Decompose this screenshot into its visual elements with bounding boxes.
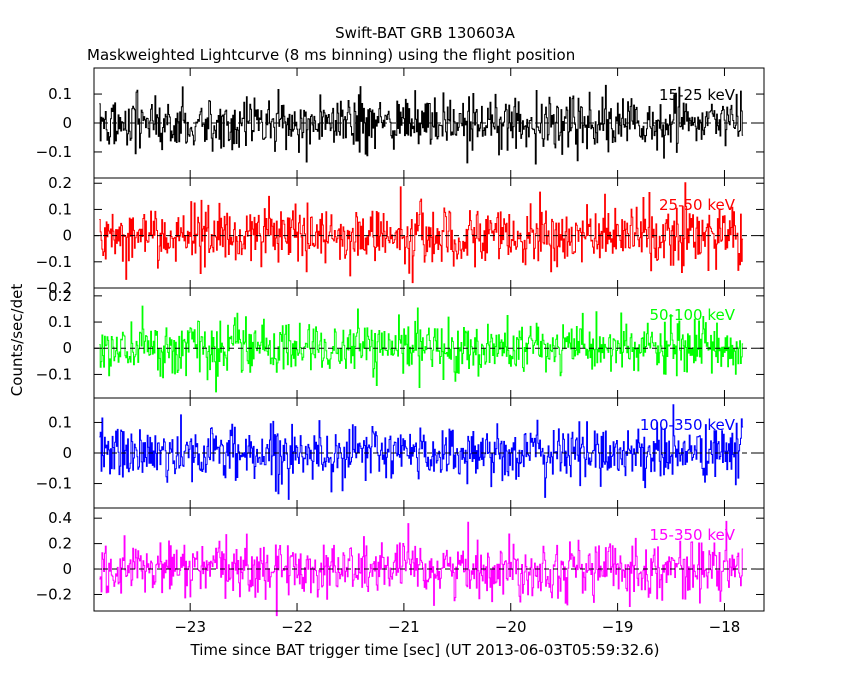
y-tick-label: 0.2: [48, 287, 72, 305]
lightcurve-series: [99, 520, 744, 617]
y-tick-label: −0.1: [36, 365, 72, 383]
x-tick-label: −23: [174, 618, 206, 636]
panel-15-25-keV: −0.1 0 0.1 15-25 keV: [36, 67, 765, 179]
x-tick-label: −21: [388, 618, 420, 636]
x-axis: −23 −22 −21 −20 −19 −18: [174, 618, 740, 636]
band-label: 15-25 keV: [659, 86, 736, 104]
panel-15-350-keV: −0.2 0 0.2 0.4 15-350 keV: [36, 507, 765, 617]
panel-frame: [93, 507, 765, 612]
y-tick-label: 0.1: [48, 313, 72, 331]
panels-group: −0.1 0 0.1 15-25 keV −0.2 −0.1 0 0.1 0.2 25-50 ke…: [36, 67, 765, 617]
y-tick-label: 0: [62, 444, 72, 462]
panel-frame: [93, 287, 765, 399]
x-tick-label: −19: [602, 618, 634, 636]
y-tick-label: −0.1: [36, 253, 72, 271]
band-label: 15-350 keV: [649, 526, 735, 544]
y-tick-label: −0.2: [36, 279, 72, 297]
y-tick-label: 0.1: [48, 200, 72, 218]
y-tick-label: 0.2: [48, 535, 72, 553]
y-tick-label: −0.1: [36, 475, 72, 493]
chart-subtitle: Maskweighted Lightcurve (8 ms binning) u…: [87, 46, 575, 64]
band-label: 25-50 keV: [659, 196, 736, 214]
y-tick-label: −0.1: [36, 143, 72, 161]
y-tick-label: −0.2: [36, 585, 72, 603]
lightcurve-series: [99, 84, 744, 165]
lightcurve-series: [99, 182, 744, 284]
y-tick-label: 0: [62, 339, 72, 357]
x-tick-label: −22: [281, 618, 313, 636]
band-label: 100-350 keV: [640, 416, 736, 434]
y-tick-label: 0.1: [48, 413, 72, 431]
x-tick-label: −20: [495, 618, 527, 636]
y-tick-label: 0.1: [48, 85, 72, 103]
y-tick-label: 0: [62, 560, 72, 578]
panel-50-100-keV: −0.1 0 0.1 0.2 50-100 keV: [36, 287, 765, 399]
y-tick-label: 0: [62, 227, 72, 245]
y-tick-label: 0.4: [48, 509, 72, 527]
lightcurve-series: [99, 305, 744, 393]
panel-25-50-keV: −0.2 −0.1 0 0.1 0.2 25-50 keV: [36, 174, 765, 297]
y-tick-label: 0.2: [48, 174, 72, 192]
x-axis-label: Time since BAT trigger time [sec] (UT 20…: [190, 641, 660, 659]
lightcurve-series: [99, 404, 744, 500]
x-tick-label: −18: [709, 618, 741, 636]
band-label: 50-100 keV: [649, 306, 735, 324]
y-tick-label: 0: [62, 114, 72, 132]
chart-title: Swift-BAT GRB 130603A: [335, 24, 515, 42]
panel-100-350-keV: −0.1 0 0.1 100-350 keV: [36, 397, 765, 509]
y-axis-label: Counts/sec/det: [8, 284, 26, 397]
